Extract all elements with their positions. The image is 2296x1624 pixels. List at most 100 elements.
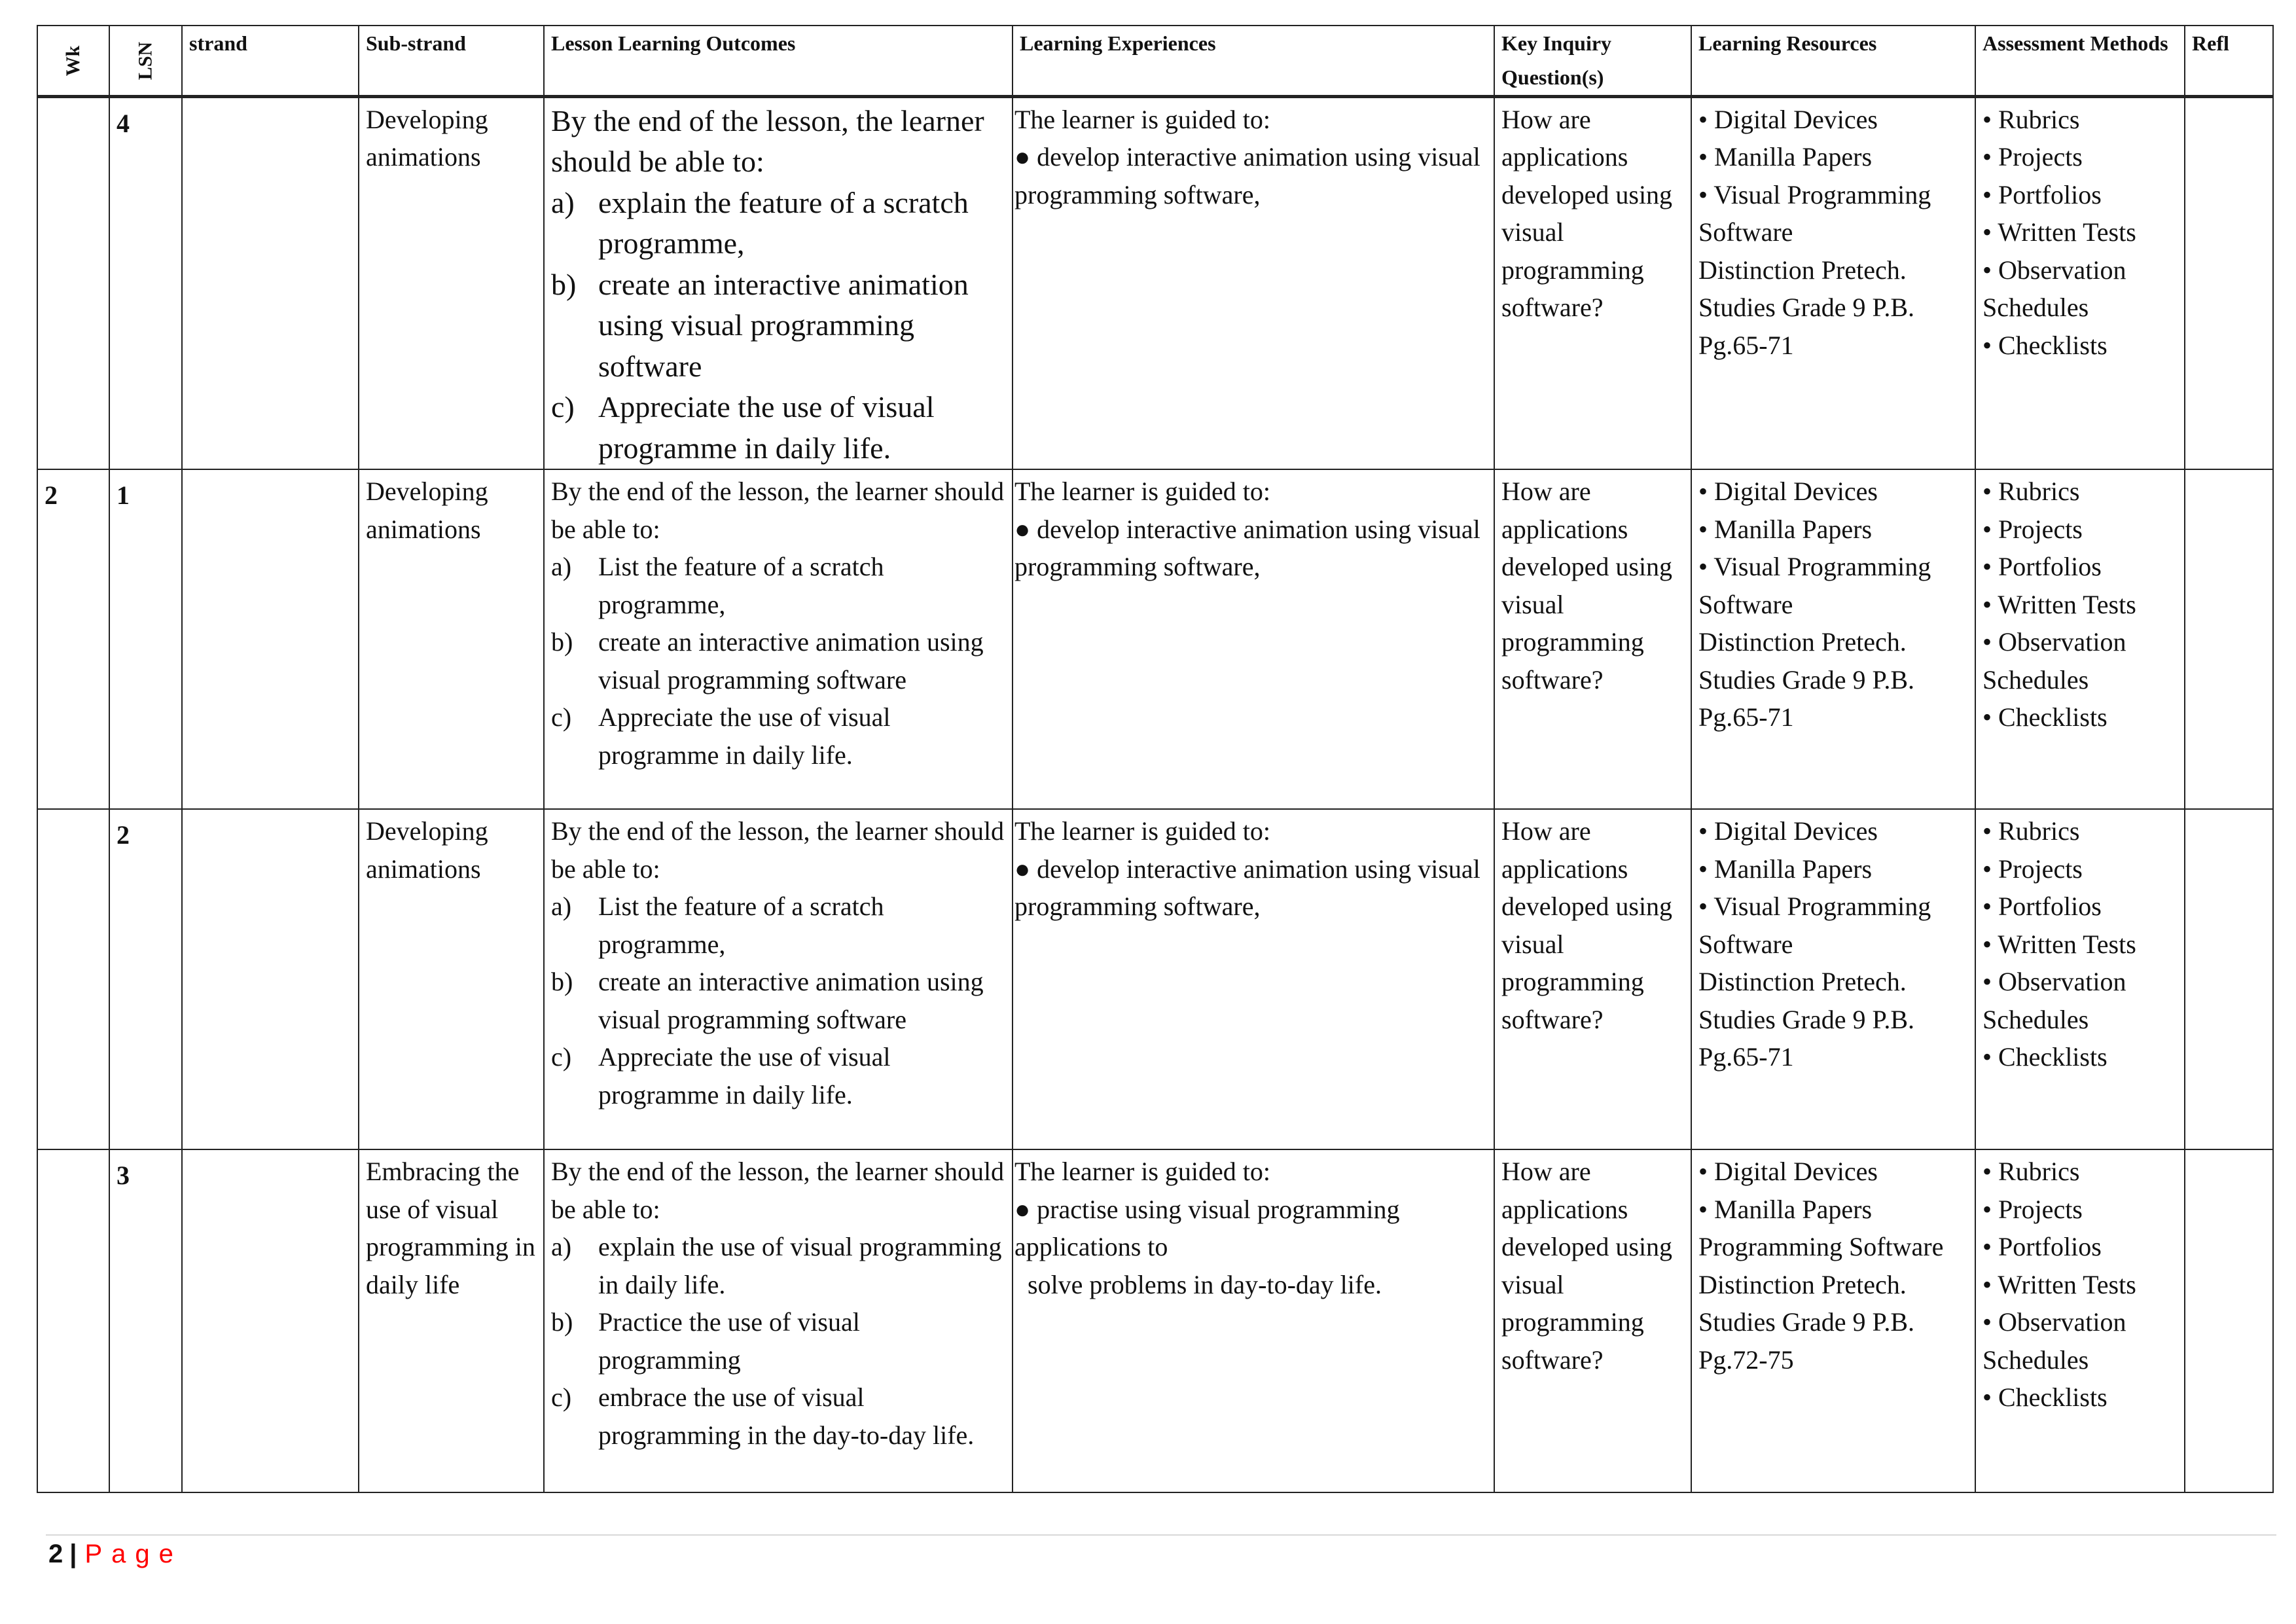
outcome-item: c) Appreciate the use of visual programme… xyxy=(551,1038,1005,1113)
experience-line: ● develop interactive animation using vi… xyxy=(1014,142,1487,209)
week-cell xyxy=(37,96,110,470)
resource-item: Distinction Pretech. Studies Grade 9 P.B… xyxy=(1698,255,1914,360)
experience-line: ● practise using visual programming appl… xyxy=(1014,1194,1407,1262)
outcome-item: b) create an interactive animation using … xyxy=(551,963,1005,1038)
outcome-letter: c) xyxy=(551,390,575,424)
assessment-item: • Written Tests xyxy=(1982,929,2136,959)
assessment-item: • Written Tests xyxy=(1982,217,2136,247)
outcome-letter: c) xyxy=(551,1382,572,1412)
strand-cell xyxy=(181,469,359,810)
outcome-item: b) Practice the use of visual programming xyxy=(551,1303,1005,1379)
resource-item: • Visual Programming Software xyxy=(1698,179,1931,247)
inquiry-cell: How are applications developed using vis… xyxy=(1494,1149,1692,1493)
outcome-letter: b) xyxy=(551,627,573,657)
outcome-letter: b) xyxy=(551,967,573,996)
outcome-text: explain the use of visual programming in… xyxy=(598,1232,1002,1299)
outcome-text: create an interactive animation using vi… xyxy=(598,967,984,1034)
assessment-cell: • Rubrics • Projects • Portfolios • Written… xyxy=(1975,808,2185,1150)
outcomes-intro: By the end of the lesson, the learner sh… xyxy=(551,103,984,179)
experience-line: ● develop interactive animation using vi… xyxy=(1014,514,1487,582)
header-outcomes: Lesson Learning Outcomes xyxy=(543,25,1013,97)
resource-item: Distinction Pretech. Studies Grade 9 P.B… xyxy=(1698,627,1914,732)
assessment-item: • Projects xyxy=(1982,1194,2083,1224)
page-footer: 2 | Page xyxy=(48,1540,183,1569)
experience-line: The learner is guided to: xyxy=(1014,816,1270,846)
resource-item: Programming Software xyxy=(1698,1232,1944,1261)
header-wk: Wk xyxy=(37,25,110,97)
outcomes-cell: By the end of the lesson, the learner sh… xyxy=(543,1149,1013,1493)
outcome-text: embrace the use of visual programming in… xyxy=(598,1382,975,1450)
lesson-number-cell: 4 xyxy=(109,96,183,470)
week-cell xyxy=(37,1149,110,1493)
outcome-letter: b) xyxy=(551,1307,573,1337)
header-row: Wk LSN strand Sub-strand Lesson Learning… xyxy=(37,25,2274,97)
resource-item: • Visual Programming Software xyxy=(1698,552,1931,619)
outcome-text: Appreciate the use of visual programme i… xyxy=(598,390,935,465)
reflection-cell xyxy=(2184,1149,2274,1493)
footer-divider xyxy=(46,1534,2276,1536)
week-cell: 2 xyxy=(37,469,110,810)
assessment-item: • Portfolios xyxy=(1982,179,2102,209)
substrand-cell: Developing animations xyxy=(358,808,545,1150)
experiences-cell: The learner is guided to: ● develop inter… xyxy=(1012,808,1495,1150)
outcome-letter: a) xyxy=(551,552,572,581)
outcome-letter: a) xyxy=(551,1232,572,1261)
lesson-number-cell: 1 xyxy=(109,469,183,810)
header-assessment: Assessment Methods xyxy=(1975,25,2185,97)
resource-item: • Manilla Papers xyxy=(1698,1194,1873,1224)
outcome-text: Appreciate the use of visual programme i… xyxy=(598,1042,891,1110)
experiences-cell: The learner is guided to: ● develop inter… xyxy=(1012,469,1495,810)
resource-item: • Manilla Papers xyxy=(1698,142,1873,171)
lesson-number-cell: 3 xyxy=(109,1149,183,1493)
table-row: 3 Embracing the use of visual programming… xyxy=(37,1149,2274,1493)
header-resources: Learning Resources xyxy=(1691,25,1976,97)
assessment-item: • Written Tests xyxy=(1982,1269,2136,1299)
resource-item: Distinction Pretech. Studies Grade 9 P.B… xyxy=(1698,1269,1914,1375)
assessment-item: • Rubrics xyxy=(1982,1157,2080,1186)
outcome-text: explain the feature of a scratch program… xyxy=(598,185,969,261)
lesson-number-cell: 2 xyxy=(109,808,183,1150)
resource-item: • Digital Devices xyxy=(1698,104,1878,134)
outcome-item: b) create an interactive animation using … xyxy=(551,264,1005,388)
assessment-item: • Checklists xyxy=(1982,1382,2108,1412)
outcome-item: a) explain the use of visual programming … xyxy=(551,1228,1005,1303)
outcome-text: List the feature of a scratch programme, xyxy=(598,552,884,619)
outcome-item: a) explain the feature of a scratch progr… xyxy=(551,183,1005,264)
resource-item: • Visual Programming Software xyxy=(1698,892,1931,959)
resource-item: • Digital Devices xyxy=(1698,1157,1878,1186)
assessment-cell: • Rubrics • Projects • Portfolios • Written… xyxy=(1975,469,2185,810)
table-row: 4 Developing animations By the end of the … xyxy=(37,96,2274,470)
outcomes-intro: By the end of the lesson, the learner sh… xyxy=(551,816,1005,884)
experience-line: ● develop interactive animation using vi… xyxy=(1014,854,1487,922)
resource-item: Distinction Pretech. Studies Grade 9 P.B… xyxy=(1698,967,1914,1072)
page-number: 2 xyxy=(48,1540,63,1568)
outcomes-cell: By the end of the lesson, the learner sh… xyxy=(543,96,1013,470)
outcome-item: a) List the feature of a scratch programm… xyxy=(551,548,1005,623)
experience-line: The learner is guided to: xyxy=(1014,104,1270,134)
outcome-item: a) List the feature of a scratch programm… xyxy=(551,888,1005,963)
outcomes-cell: By the end of the lesson, the learner sh… xyxy=(543,469,1013,810)
assessment-item: • Projects xyxy=(1982,514,2083,544)
assessment-item: • Portfolios xyxy=(1982,552,2102,581)
resource-item: • Digital Devices xyxy=(1698,477,1878,506)
resources-cell: • Digital Devices • Manilla Papers Program… xyxy=(1691,1149,1976,1493)
assessment-item: • Rubrics xyxy=(1982,104,2080,134)
strand-cell xyxy=(181,808,359,1150)
header-strand: strand xyxy=(181,25,359,97)
inquiry-cell: How are applications developed using vis… xyxy=(1494,808,1692,1150)
outcome-item: b) create an interactive animation using … xyxy=(551,623,1005,698)
experience-line: The learner is guided to: xyxy=(1014,477,1270,506)
assessment-item: • Projects xyxy=(1982,854,2083,884)
assessment-item: • Rubrics xyxy=(1982,477,2080,506)
assessment-item: • Observation Schedules xyxy=(1982,967,2126,1034)
outcome-item: c) Appreciate the use of visual programme… xyxy=(551,698,1005,774)
reflection-cell xyxy=(2184,96,2274,470)
outcome-letter: a) xyxy=(551,185,575,219)
inquiry-cell: How are applications developed using vis… xyxy=(1494,96,1692,470)
assessment-item: • Projects xyxy=(1982,142,2083,171)
assessment-item: • Observation Schedules xyxy=(1982,627,2126,695)
header-experiences: Learning Experiences xyxy=(1012,25,1495,97)
experience-line: The learner is guided to: xyxy=(1014,1157,1270,1186)
outcome-text: Appreciate the use of visual programme i… xyxy=(598,702,891,770)
assessment-item: • Checklists xyxy=(1982,330,2108,360)
